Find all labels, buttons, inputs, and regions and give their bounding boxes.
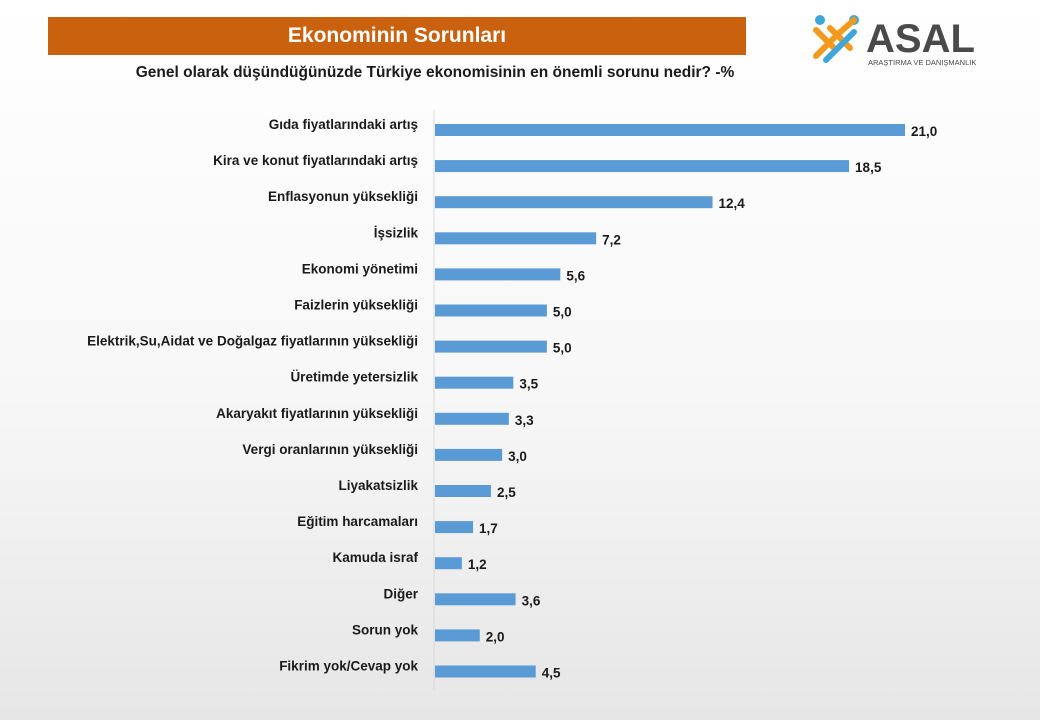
category-label: Vergi oranlarının yüksekliği — [242, 442, 418, 457]
category-label: Fikrim yok/Cevap yok — [279, 659, 418, 674]
category-label: Gıda fiyatlarındaki artış — [269, 117, 418, 132]
bar — [435, 304, 547, 317]
category-label: Elektrik,Su,Aidat ve Doğalgaz fiyatların… — [87, 334, 418, 349]
value-label: 18,5 — [855, 160, 882, 175]
bar — [435, 340, 547, 353]
bar — [435, 593, 516, 606]
value-label: 4,5 — [542, 666, 561, 681]
category-label: Liyakatsizlik — [338, 478, 418, 493]
bar — [435, 268, 561, 281]
value-label: 3,6 — [522, 593, 541, 608]
category-label: Enflasyonun yüksekliği — [268, 189, 418, 204]
value-label: 1,2 — [468, 557, 487, 572]
category-label: Üretimde yetersizlik — [290, 370, 418, 385]
bar — [435, 448, 503, 461]
asal-logo-wordmark: ASAL — [866, 17, 975, 61]
category-label: Eğitim harcamaları — [297, 514, 418, 529]
bar — [435, 557, 462, 570]
value-label: 21,0 — [911, 124, 937, 139]
value-label: 1,7 — [479, 521, 498, 536]
bar — [435, 376, 514, 389]
category-label: Kamuda israf — [332, 550, 418, 565]
value-label: 2,0 — [486, 629, 505, 644]
value-label: 3,5 — [519, 377, 538, 392]
value-label: 5,0 — [553, 341, 572, 356]
category-label: Ekonomi yönetimi — [302, 261, 418, 276]
value-label: 3,3 — [515, 413, 534, 428]
chart-title: Ekonominin Sorunları — [48, 17, 746, 55]
category-label: Kira ve konut fiyatlarındaki artış — [213, 153, 418, 168]
bar — [435, 124, 905, 136]
bar — [435, 232, 597, 245]
bar — [435, 665, 536, 678]
asal-logo: ASAL ARAŞTIRMA VE DANIŞMANLIK — [813, 15, 976, 67]
chart-subtitle: Genel olarak düşündüğünüzde Türkiye ekon… — [135, 64, 735, 81]
value-label: 5,0 — [553, 305, 572, 320]
value-label: 7,2 — [602, 232, 621, 247]
category-label: İşsizlik — [374, 225, 419, 240]
category-label: Diğer — [383, 586, 418, 601]
asal-logo-tagline: ARAŞTIRMA VE DANIŞMANLIK — [868, 58, 976, 67]
category-label: Sorun yok — [352, 622, 419, 637]
bar — [435, 629, 480, 642]
value-label: 3,0 — [508, 449, 527, 464]
asal-logo-mark — [813, 15, 859, 63]
bar — [435, 521, 474, 534]
bar — [435, 196, 713, 209]
bar — [435, 160, 850, 173]
bar — [435, 412, 509, 425]
bar-chart: Gıda fiyatlarındaki artış 21,0 Kira ve kon… — [87, 110, 937, 690]
value-label: 12,4 — [719, 196, 746, 211]
category-label: Faizlerin yüksekliği — [294, 298, 418, 313]
value-label: 2,5 — [497, 485, 516, 500]
category-label: Akaryakıt fiyatlarının yüksekliği — [216, 406, 418, 421]
value-label: 5,6 — [566, 268, 585, 283]
bar — [435, 485, 491, 497]
